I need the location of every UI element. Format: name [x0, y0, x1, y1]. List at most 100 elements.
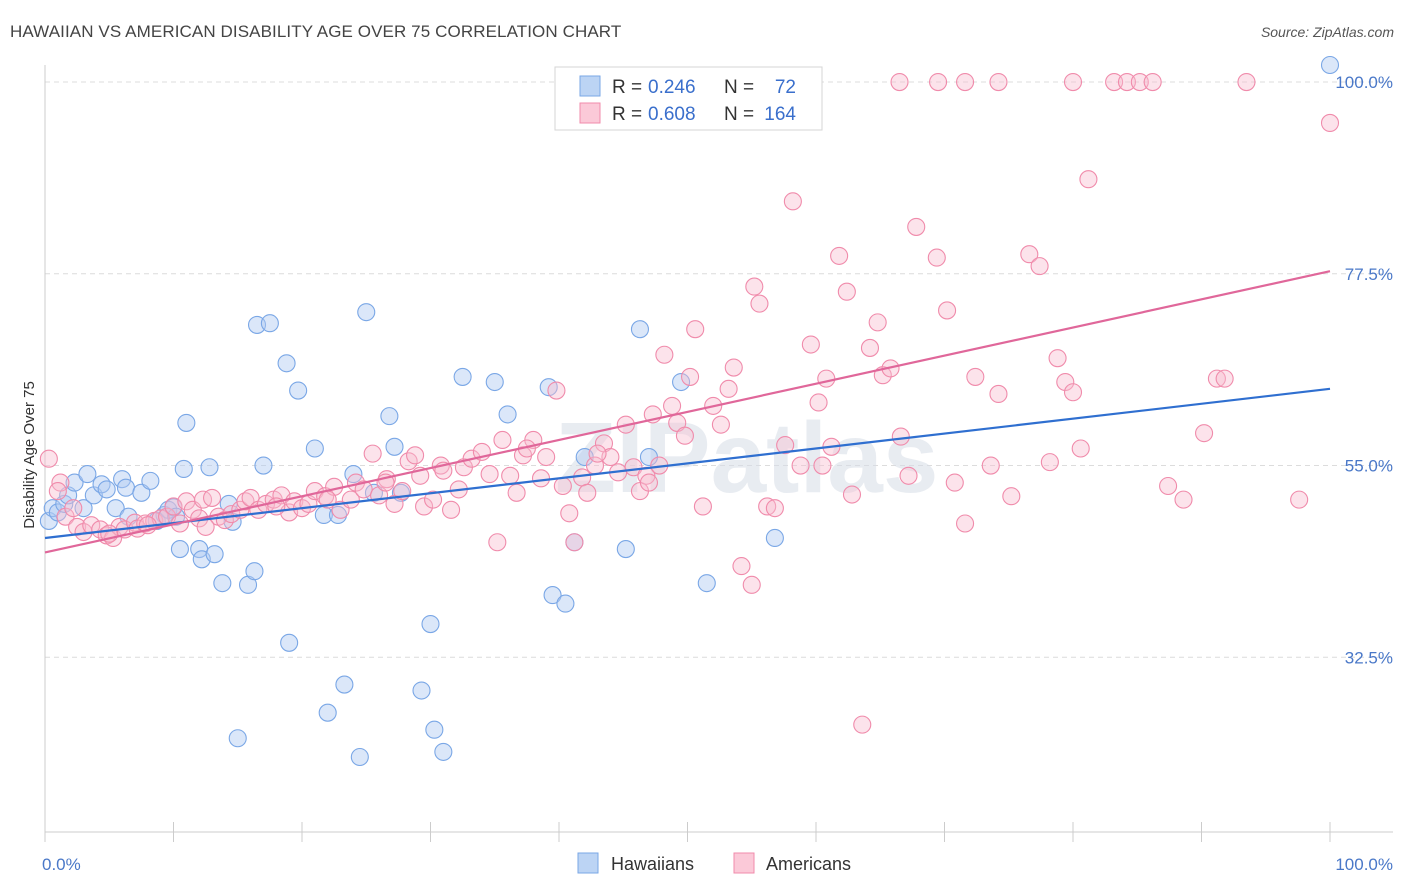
hawaiians-point-13 [116, 478, 136, 497]
y-tick-labels: 32.5% 55.0% 77.5% 100.0% [1335, 73, 1393, 667]
hawaiians-trend-line [44, 387, 1331, 540]
americans-point-118 [891, 427, 910, 446]
hawaiians-point-61 [543, 586, 562, 605]
americans-point-132 [1048, 349, 1067, 368]
americans-point-135 [1071, 439, 1090, 458]
americans-point-114 [860, 338, 880, 357]
legend-swatch-hawaiians [579, 75, 601, 97]
americans-point-165 [742, 575, 761, 594]
hawaiians-point-40 [289, 381, 308, 400]
americans-point-138 [1117, 72, 1137, 92]
americans-point-140 [1143, 72, 1162, 92]
americans-point-111 [837, 282, 856, 301]
legend-swatch-americans [579, 102, 601, 124]
americans-point-73 [560, 504, 579, 523]
hawaiians-point-53 [412, 681, 431, 700]
americans-point-110 [830, 246, 849, 265]
y-tick-label-2: 77.5% [1345, 265, 1393, 284]
hawaiians-point-62 [556, 594, 575, 613]
americans-point-166 [813, 456, 832, 475]
americans-point-46 [363, 444, 382, 463]
americans-point-148 [956, 72, 975, 92]
legend-n-label-1: N = [724, 77, 754, 98]
americans-point-150 [1063, 72, 1083, 92]
americans-point-74 [565, 533, 584, 552]
hawaiians-point-34 [245, 562, 264, 581]
hawaiians-point-66 [630, 320, 650, 339]
americans-point-54 [415, 497, 434, 516]
americans-point-72 [553, 476, 572, 496]
americans-point-62 [480, 465, 499, 484]
hawaiians-point-24 [177, 413, 196, 432]
americans-point-120 [907, 217, 926, 236]
americans-point-63 [488, 533, 507, 552]
stats-legend: R = 0.246 N = 72 R = 0.608 N = 164 [554, 66, 823, 131]
americans-point-121 [927, 248, 946, 267]
americans-point-29 [236, 492, 255, 511]
americans-trend-line [44, 270, 1331, 554]
x-tick-label-min: 0.0% [42, 855, 81, 874]
americans-point-108 [817, 369, 836, 388]
americans-point-64 [493, 430, 512, 450]
hawaiians-point-43 [318, 703, 337, 722]
hawaiians-point-32 [228, 729, 247, 748]
americans-point-142 [1174, 490, 1193, 509]
legend-r-value-2: 0.608 [648, 104, 696, 125]
americans-point-137 [1105, 72, 1124, 92]
americans-point-130 [1030, 257, 1049, 276]
americans-point-0 [39, 449, 58, 468]
americans-point-151 [1237, 72, 1256, 92]
series-legend: Hawaiians Americans [577, 852, 851, 874]
americans-point-97 [724, 358, 743, 377]
americans-point-127 [989, 384, 1008, 404]
americans-point-145 [1215, 369, 1234, 388]
y-tick-label-1: 55.0% [1345, 457, 1393, 476]
hawaiians-point-22 [170, 540, 189, 559]
americans-point-125 [966, 367, 985, 386]
americans-point-3 [64, 499, 83, 518]
legend-r-label-1: R = [612, 77, 642, 98]
americans-point-107 [809, 393, 828, 412]
americans-point-92 [686, 320, 705, 339]
hawaiians-point-50 [380, 407, 399, 426]
americans-point-141 [1159, 476, 1178, 496]
americans-point-164 [639, 473, 659, 492]
americans-point-87 [655, 345, 674, 364]
source-credit: Source: ZipAtlas.com [1260, 24, 1394, 40]
bottom-legend-label-americans: Americans [766, 854, 851, 874]
americans-point-143 [1195, 424, 1214, 443]
americans-point-153 [1320, 113, 1340, 133]
legend-r-label-2: R = [612, 104, 642, 125]
hawaiians-point-59 [498, 405, 517, 424]
americans-point-90 [675, 426, 694, 445]
y-tick-label-0: 32.5% [1345, 648, 1393, 667]
americans-point-88 [663, 396, 682, 415]
americans-point-146 [890, 72, 909, 92]
axes [44, 65, 1393, 842]
americans-point-66 [507, 483, 526, 502]
americans-point-131 [1040, 453, 1059, 472]
y-axis-label: Disability Age Over 75 [21, 381, 38, 529]
hawaiians-point-12 [113, 470, 132, 489]
legend-n-value-1: 72 [775, 77, 796, 98]
americans-point-24 [203, 488, 222, 507]
hawaiians-point-36 [254, 456, 273, 475]
series-americans-points [39, 72, 1340, 734]
hawaiians-point-48 [357, 303, 376, 322]
americans-point-144 [1207, 369, 1226, 388]
hawaiians-point-5 [65, 473, 84, 492]
hawaiians-point-38 [277, 354, 296, 373]
hawaiians-point-49 [364, 483, 384, 502]
americans-point-134 [1063, 383, 1083, 402]
americans-point-105 [791, 456, 810, 475]
americans-point-82 [624, 458, 643, 477]
hawaiians-point-45 [335, 675, 354, 694]
americans-point-112 [842, 485, 862, 504]
x-tick-label-max: 100.0% [1335, 855, 1393, 874]
americans-point-101 [758, 497, 777, 516]
hawaiians-point-58 [485, 372, 504, 392]
y-tick-label-3: 100.0% [1335, 73, 1393, 92]
americans-point-102 [765, 499, 784, 518]
hawaiians-point-68 [672, 372, 691, 392]
